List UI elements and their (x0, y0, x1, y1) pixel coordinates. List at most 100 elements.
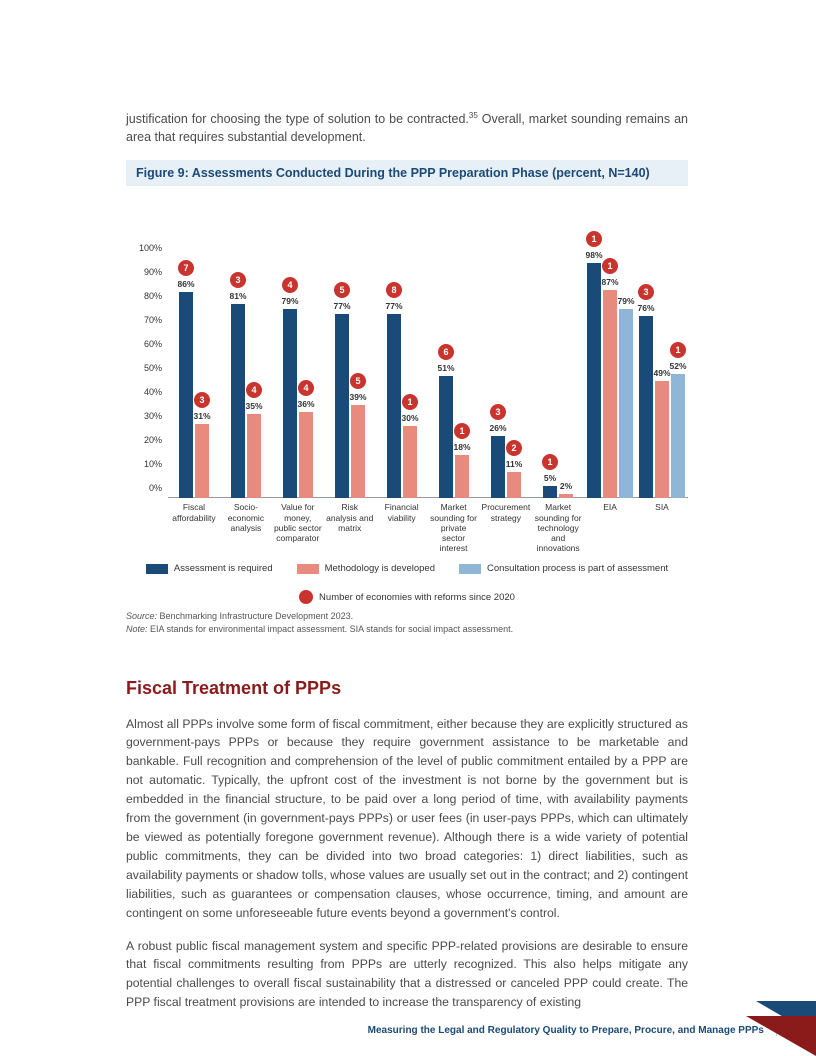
swatch-consultation (459, 564, 481, 574)
bar-value-label: 2% (560, 481, 572, 491)
chart: 0%10%20%30%40%50%60%70%80%90%100% 86%731… (126, 198, 688, 498)
reform-badge: 7 (178, 260, 194, 276)
bar-group: 86% 7 31%3 (168, 258, 220, 498)
reform-badge: 1 (402, 394, 418, 410)
bar-value-label: 86% (177, 279, 194, 289)
bar-group: 98%187%179% (584, 258, 636, 498)
bar-methodology: 18%1 (455, 455, 469, 498)
y-tick: 40% (144, 387, 162, 397)
bar-required: 77%8 (387, 314, 401, 499)
bar-methodology: 49% (655, 381, 669, 499)
bar-required: 79%4 (283, 309, 297, 499)
footer-title: Measuring the Legal and Regulatory Quali… (368, 1025, 764, 1036)
x-label: Fiscal affordability (168, 502, 220, 553)
reform-badge: 2 (506, 440, 522, 456)
x-label: Socio-economic analysis (220, 502, 272, 553)
bar-value-label: 11% (506, 459, 523, 469)
bar-value-label: 31% (193, 411, 210, 421)
bar-value-label: 79% (281, 296, 298, 306)
figure-source: Source: Benchmarking Infrastructure Deve… (126, 610, 688, 635)
legend: Assessment is required Methodology is de… (126, 563, 688, 604)
bar-group: 79%436%4 (272, 258, 324, 498)
bar-group: 51%618%1 (428, 258, 480, 498)
bar-methodology: 11%2 (507, 472, 521, 498)
reform-badge: 1 (602, 258, 618, 274)
bar-required: 98%1 (587, 263, 601, 498)
reform-badge: 5 (334, 282, 350, 298)
bar-value-label: 52% (669, 361, 686, 371)
bar-group: 81%335%4 (220, 258, 272, 498)
legend-consultation-label: Consultation process is part of assessme… (487, 563, 668, 574)
y-tick: 10% (144, 459, 162, 469)
legend-consultation: Consultation process is part of assessme… (459, 563, 668, 574)
reform-badge: 3 (638, 284, 654, 300)
y-tick: 20% (144, 435, 162, 445)
source-text: Benchmarking Infrastructure Development … (157, 611, 353, 621)
x-label: Market sounding for technology and innov… (532, 502, 584, 553)
bar-value-label: 18% (453, 442, 470, 452)
bar-required: 51%6 (439, 376, 453, 498)
swatch-methodology (297, 564, 319, 574)
bar-methodology: 35%4 (247, 414, 261, 498)
x-label: Value for money, public sector comparato… (272, 502, 324, 553)
bar-value-label: 39% (349, 392, 366, 402)
bar-group: 5%12% (532, 258, 584, 498)
bar-value-label: 30% (401, 413, 418, 423)
legend-methodology-label: Methodology is developed (325, 563, 435, 574)
bar-value-label: 49% (653, 368, 670, 378)
bar-required: 76%3 (639, 316, 653, 498)
legend-required: Assessment is required (146, 563, 273, 574)
bar-consultation: 52%1 (671, 374, 685, 499)
bar-value-label: 36% (297, 399, 314, 409)
bar-required: 81%3 (231, 304, 245, 498)
bar-required: 77%5 (335, 314, 349, 499)
bar-methodology: 2% (559, 494, 573, 499)
y-tick: 80% (144, 291, 162, 301)
bar-value-label: 26% (489, 423, 506, 433)
note-label: Note: (126, 624, 148, 634)
bar-methodology: 39%5 (351, 405, 365, 499)
bar-required: 5%1 (543, 486, 557, 498)
reform-badge: 1 (454, 423, 470, 439)
y-axis: 0%10%20%30%40%50%60%70%80%90%100% (126, 198, 166, 498)
intro-pre: justification for choosing the type of s… (126, 112, 469, 126)
bar-value-label: 76% (637, 303, 654, 313)
x-label: SIA (636, 502, 688, 553)
body-para-1: Almost all PPPs involve some form of fis… (126, 715, 688, 923)
swatch-required (146, 564, 168, 574)
source-label: Source: (126, 611, 157, 621)
bar-value-label: 77% (333, 301, 350, 311)
bar-consultation: 79% (619, 309, 633, 499)
reform-badge: 4 (246, 382, 262, 398)
bar-value-label: 51% (437, 363, 454, 373)
y-tick: 0% (149, 483, 162, 493)
bar-methodology: 87%1 (603, 290, 617, 499)
page-footer: Measuring the Legal and Regulatory Quali… (368, 1025, 816, 1036)
intro-paragraph: justification for choosing the type of s… (126, 110, 688, 146)
bar-group: 26%311%2 (480, 258, 532, 498)
bar-methodology: 31%3 (195, 424, 209, 498)
reform-badge: 4 (298, 380, 314, 396)
figure-title: Figure 9: Assessments Conducted During t… (126, 160, 688, 186)
swatch-badge (299, 590, 313, 604)
y-tick: 60% (144, 339, 162, 349)
bar-methodology: 36%4 (299, 412, 313, 498)
footnote-ref: 35 (469, 111, 478, 120)
plot-area: 86%731%381%335%479%436%477%539%577%830%1… (168, 198, 688, 498)
bar-required: 26%3 (491, 436, 505, 498)
reform-badge: 4 (282, 277, 298, 293)
reform-badge: 3 (490, 404, 506, 420)
reform-badge: 6 (438, 344, 454, 360)
y-tick: 100% (139, 243, 162, 253)
reform-badge: 1 (586, 231, 602, 247)
x-axis-labels: Fiscal affordabilitySocio-economic analy… (168, 502, 688, 553)
y-tick: 50% (144, 363, 162, 373)
legend-badge: Number of economies with reforms since 2… (299, 590, 515, 604)
bar-value-label: 5% (544, 473, 556, 483)
legend-badge-label: Number of economies with reforms since 2… (319, 592, 515, 603)
bar-value-label: 79% (617, 296, 634, 306)
x-label: Procurement strategy (480, 502, 533, 553)
x-label: Market sounding for private sector inter… (428, 502, 480, 553)
bar-value-label: 81% (229, 291, 246, 301)
legend-required-label: Assessment is required (174, 563, 273, 574)
